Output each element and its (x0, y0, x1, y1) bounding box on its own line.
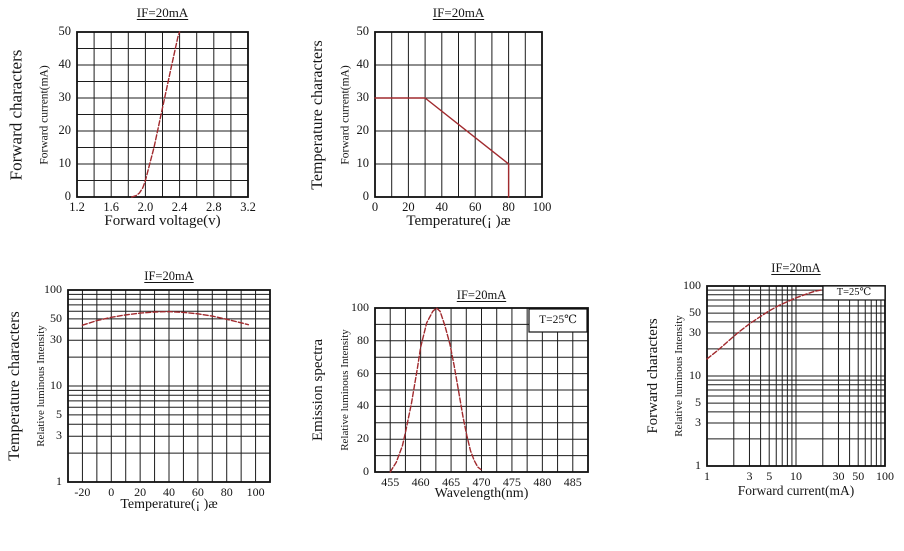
y-tick-label: 20 (356, 123, 370, 137)
y-tick-label: 50 (58, 24, 72, 38)
chart-title-text: IF=20mA (771, 261, 821, 275)
x-tick-label: 40 (435, 200, 449, 214)
x-tick-label: 80 (220, 485, 233, 499)
y-tick-label: 10 (58, 156, 72, 170)
y-tick-label: 0 (64, 189, 71, 203)
x-tick-label: 5 (766, 469, 773, 483)
x-tick-label: 3.2 (240, 200, 256, 214)
x-tick-label: 475 (502, 475, 521, 489)
x-tick-label: -20 (74, 485, 91, 499)
data-curve (131, 31, 181, 198)
chart-title-text: IF=20mA (456, 288, 507, 302)
y-tick-label: 30 (689, 325, 701, 340)
corner-note-box (528, 308, 588, 333)
chart-title: IF=20mA (77, 5, 248, 20)
plot-border (374, 31, 543, 198)
plot-border (374, 307, 589, 473)
corner-note-text: T=25℃ (539, 314, 577, 326)
y-tick-label: 50 (356, 24, 370, 38)
x-tick-label: 485 (563, 475, 582, 489)
data-curve (374, 97, 510, 198)
x-tick-label: 2.0 (137, 200, 154, 214)
plot-border (706, 285, 886, 467)
y-tick-label: 3 (56, 428, 62, 443)
x-tick-label: 100 (246, 485, 265, 499)
y-tick-label: 20 (58, 123, 72, 137)
x-tick-label: 2.4 (171, 200, 188, 214)
y-tick-label: 40 (357, 398, 369, 413)
y-tick-label: 50 (50, 310, 62, 325)
y-tick-label: 5 (56, 406, 62, 421)
chart-group-label: Emission spectra (309, 338, 326, 442)
x-tick-label: 40 (163, 485, 175, 499)
data-curve (81, 310, 250, 326)
y-tick-label: 30 (50, 332, 62, 347)
x-tick-label: 460 (411, 475, 430, 489)
y-tick-label: 10 (356, 156, 370, 170)
x-axis-label: Forward voltage(v) (104, 213, 221, 229)
y-tick-label: 10 (689, 368, 701, 382)
y-tick-label: 100 (44, 282, 62, 296)
y-tick-label: 5 (695, 395, 701, 410)
x-tick-label: 1.6 (103, 200, 119, 214)
x-tick-label: 0 (108, 485, 115, 499)
y-tick-label: 30 (356, 90, 370, 104)
y-tick-label: 60 (357, 365, 369, 380)
x-tick-label: 3 (746, 469, 753, 483)
x-tick-label: 80 (502, 200, 515, 214)
x-tick-label: 100 (532, 200, 552, 214)
x-tick-label: 30 (832, 469, 845, 483)
x-tick-label: 1 (704, 469, 710, 483)
x-axis-label: Wavelength(nm) (434, 486, 529, 501)
y-tick-label: 100 (683, 278, 701, 292)
chart-title-text: IF=20mA (432, 5, 485, 20)
x-axis-label: Temperature(¡ )æ (406, 213, 511, 229)
chart-title: IF=20mA (68, 269, 270, 284)
x-axis-label: Temperature(¡ )æ (120, 497, 218, 512)
chart-title: IF=20mA (707, 261, 885, 276)
x-tick-label: 465 (442, 475, 461, 489)
y-tick-label: 1 (695, 458, 701, 472)
x-tick-label: 50 (852, 469, 865, 483)
x-tick-label: 0 (371, 200, 379, 214)
y-tick-label: 100 (351, 300, 369, 314)
chart-title-text: IF=20mA (136, 5, 189, 20)
x-tick-label: 20 (402, 200, 415, 214)
x-axis-label: Forward current(mA) (737, 483, 855, 498)
y-tick-label: 3 (695, 415, 701, 430)
y-axis-label: Forward current(mA) (339, 64, 352, 165)
chart-title: IF=20mA (375, 5, 542, 20)
x-tick-label: 455 (381, 475, 400, 489)
corner-note-text: T=25℃ (836, 287, 872, 298)
y-axis-label: Forward current(mA) (38, 64, 51, 165)
x-tick-label: 100 (876, 469, 894, 483)
x-tick-label: 60 (468, 200, 482, 214)
y-tick-label: 0 (362, 189, 369, 203)
y-tick-label: 80 (357, 332, 369, 347)
y-tick-label: 1 (56, 474, 62, 488)
plot-border (76, 31, 249, 198)
x-tick-label: 10 (790, 469, 802, 483)
data-curve (706, 289, 822, 360)
y-tick-label: 0 (363, 464, 369, 478)
x-tick-label: 20 (134, 485, 147, 499)
x-tick-label: 2.8 (205, 200, 222, 214)
x-tick-label: 60 (191, 485, 204, 499)
y-tick-label: 10 (50, 378, 62, 392)
y-tick-label: 20 (357, 431, 369, 446)
x-tick-label: 470 (472, 475, 491, 489)
y-tick-label: 50 (689, 305, 701, 320)
x-tick-label: 480 (533, 475, 552, 489)
chart-title-text: IF=20mA (144, 269, 194, 283)
y-tick-label: 40 (58, 57, 72, 71)
x-tick-label: 1.2 (69, 200, 85, 214)
corner-note-box (822, 285, 886, 301)
data-curve (389, 307, 482, 473)
plot-border (67, 289, 271, 483)
chart-title: IF=20mA (375, 288, 588, 303)
y-tick-label: 30 (58, 90, 72, 104)
y-tick-label: 40 (356, 57, 370, 71)
